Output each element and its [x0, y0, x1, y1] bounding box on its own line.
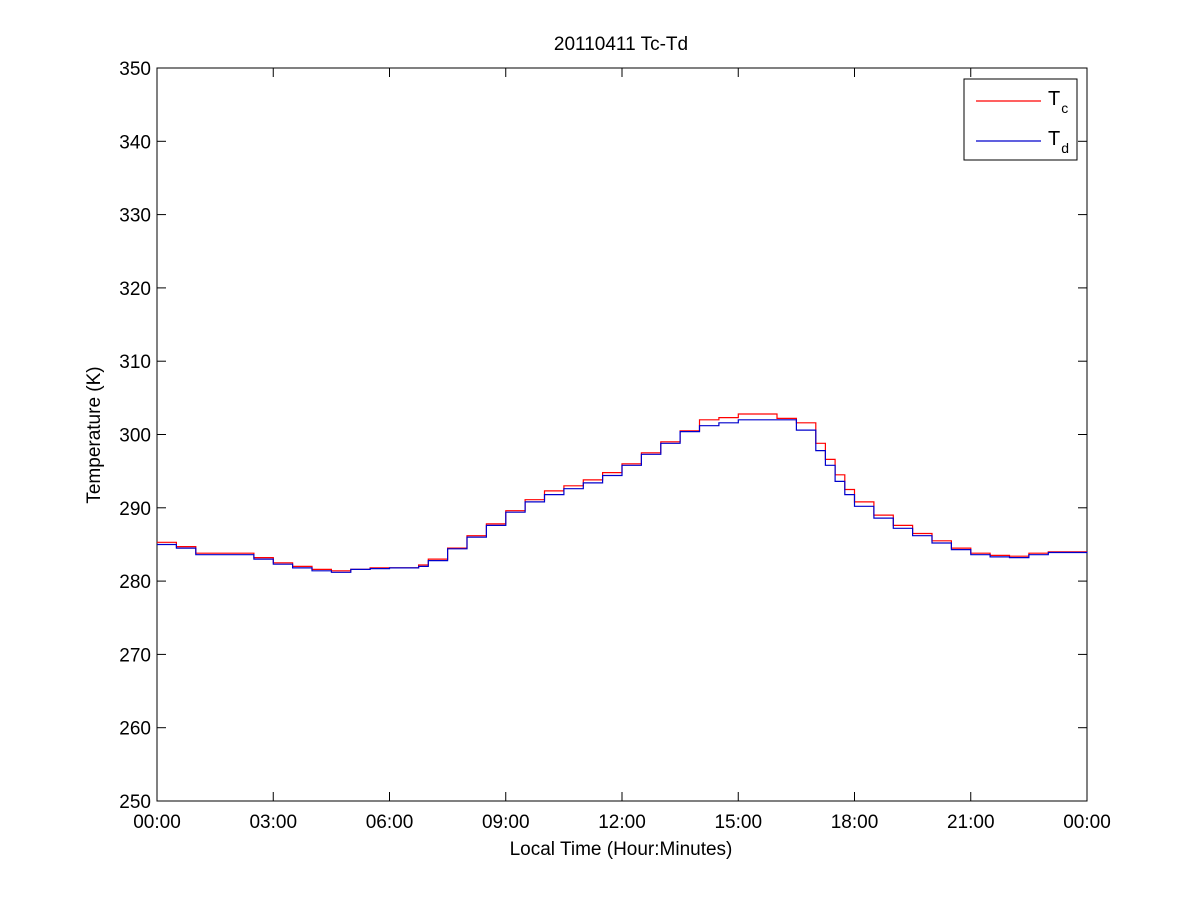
- y-tick-label: 340: [119, 132, 151, 153]
- x-tick-label: 03:00: [249, 812, 297, 833]
- y-tick-label: 250: [119, 792, 151, 813]
- axes: 250 260 270 280 290 300 310 320 330 340 350 00:00 03…: [119, 59, 1110, 833]
- chart-title: 20110411 Tc-Td: [554, 34, 688, 55]
- y-tick-label: 320: [119, 279, 151, 300]
- legend-label-subscript: d: [1061, 140, 1069, 156]
- legend-label-tc: Tc: [1048, 88, 1068, 116]
- y-tick-label: 310: [119, 352, 151, 373]
- series-lines: [157, 413, 1088, 573]
- y-tick-label: 350: [119, 59, 151, 80]
- legend-label-subscript: c: [1061, 100, 1068, 116]
- x-tick-label: 00:00: [133, 812, 181, 833]
- y-tick-label: 270: [119, 645, 151, 666]
- x-tick-label: 06:00: [366, 812, 414, 833]
- y-tick-label: 290: [119, 499, 151, 520]
- x-tick-label: 12:00: [598, 812, 646, 833]
- x-axis-title: Local Time (Hour:Minutes): [510, 839, 733, 860]
- legend-box: [963, 78, 1078, 161]
- y-axis-title: Temperature (K): [84, 366, 105, 503]
- y-tick-label: 280: [119, 572, 151, 593]
- y-tick-label: 330: [119, 206, 151, 227]
- legend-label-main: T: [1048, 88, 1060, 110]
- x-tick-label: 15:00: [714, 812, 762, 833]
- legend-label-main: T: [1048, 128, 1060, 150]
- x-tick-label: 09:00: [482, 812, 530, 833]
- y-tick-label: 260: [119, 719, 151, 740]
- series-line-td: [157, 419, 1088, 573]
- x-tick-label: 21:00: [947, 812, 995, 833]
- legend-label-td: Td: [1048, 128, 1069, 156]
- plot-area-frame: [156, 67, 1088, 802]
- x-tick-label: 18:00: [831, 812, 879, 833]
- x-tick-label: 00:00: [1063, 812, 1111, 833]
- y-tick-label: 300: [119, 426, 151, 447]
